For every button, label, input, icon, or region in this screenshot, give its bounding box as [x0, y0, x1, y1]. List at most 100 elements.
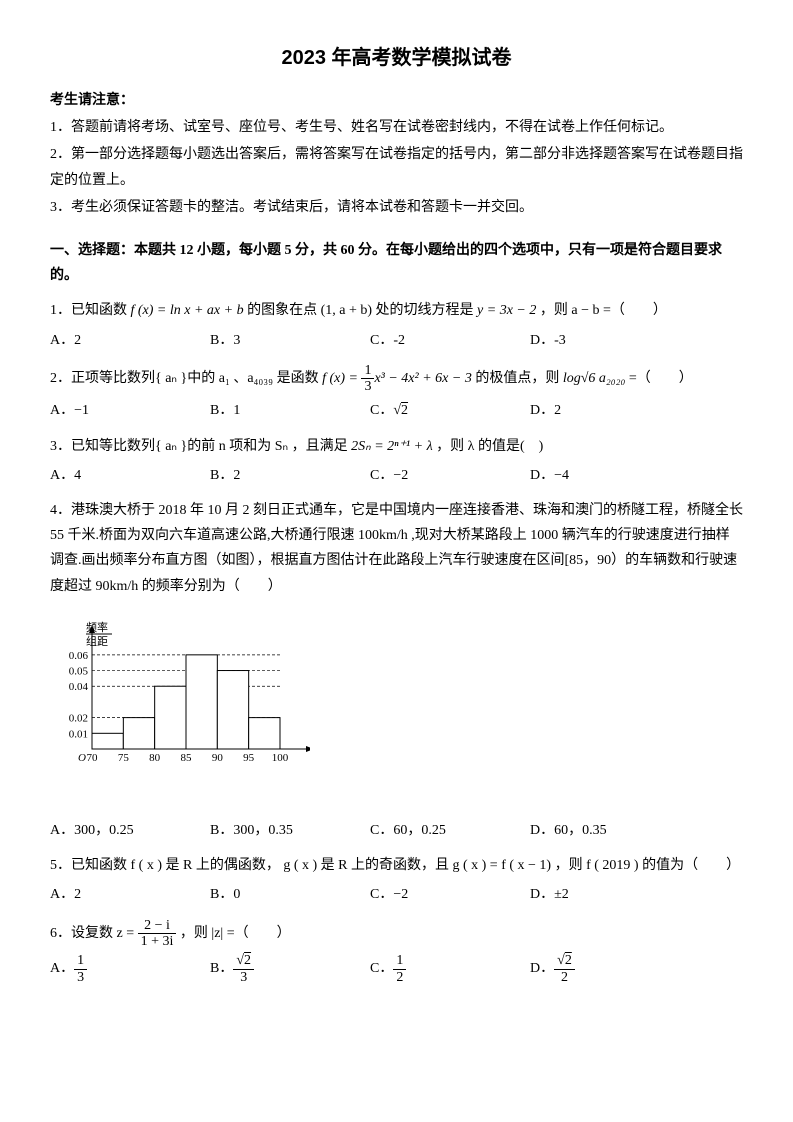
q6-optD-d: 2 [554, 970, 575, 985]
q3-optD[interactable]: D．−4 [530, 463, 690, 488]
q3-optC[interactable]: C．−2 [370, 463, 530, 488]
question-2: 2．正项等比数列{ aₙ }中的 a₁ 、a₄₀₃₉ 是函数 f (x) = 1… [50, 363, 743, 395]
question-6: 6．设复数 z = 2 − i1 + 3i ，则 |z| =（ ） [50, 918, 743, 950]
q5-options: A．2 B．0 C．−2 D．±2 [50, 882, 743, 907]
svg-text:0.05: 0.05 [69, 665, 89, 677]
notice-1: 1．答题前请将考场、试室号、座位号、考生号、姓名写在试卷密封线内，不得在试卷上作… [50, 115, 743, 140]
q3-formula: 2Sₙ = 2ⁿ⁺¹ + λ [351, 439, 433, 454]
q2-options: A．−1 B．1 C．√2 D．2 [50, 398, 743, 423]
section-1-header: 一、选择题：本题共 12 小题，每小题 5 分，共 60 分。在每小题给出的四个… [50, 238, 743, 288]
q2-frac-n: 1 [361, 363, 374, 379]
notice-header: 考生请注意： [50, 88, 743, 113]
svg-text:95: 95 [243, 752, 255, 764]
q1-mid: 的图象在点 [244, 303, 321, 318]
q2-post: =（ ） [625, 371, 692, 386]
q5-optD[interactable]: D．±2 [530, 882, 690, 907]
question-1: 1．已知函数 f (x) = ln x + ax + b 的图象在点 (1, a… [50, 298, 743, 323]
q6-optB[interactable]: B．√23 [210, 953, 370, 985]
svg-text:90: 90 [212, 752, 224, 764]
q2-mid2: 的极值点，则 [472, 371, 563, 386]
svg-text:0.06: 0.06 [69, 650, 89, 662]
notice-3: 3．考生必须保证答题卡的整洁。考试结束后，请将本试卷和答题卡一并交回。 [50, 195, 743, 220]
q1-optD[interactable]: D．-3 [530, 328, 690, 353]
q1-tangent: y = 3x − 2 [477, 303, 536, 318]
q2-optD[interactable]: D．2 [530, 398, 690, 423]
q3-pre: 3．已知等比数列 [50, 439, 155, 454]
q6-optC[interactable]: C．12 [370, 953, 530, 985]
q2-formula-post: x³ − 4x² + 6x − 3 [374, 371, 471, 386]
q1-options: A．2 B．3 C．-2 D．-3 [50, 328, 743, 353]
q3-post: ，则 λ 的值是( ) [433, 439, 544, 454]
svg-text:0.04: 0.04 [69, 681, 89, 693]
svg-text:80: 80 [149, 752, 161, 764]
svg-text:100: 100 [272, 752, 289, 764]
q6-optA[interactable]: A．13 [50, 953, 210, 985]
svg-text:组距: 组距 [86, 634, 108, 648]
histogram-svg: 频率组距 0.01 0.02 0.04 0.05 0.06 70 75 80 85 90 95 100 O… [50, 619, 310, 789]
q6-optB-rn: 2 [244, 953, 251, 968]
q1-text-pre: 1．已知函数 [50, 303, 131, 318]
q2-frac-d: 3 [361, 379, 374, 394]
q5-optC[interactable]: C．−2 [370, 882, 530, 907]
q2-optB[interactable]: B．1 [210, 398, 370, 423]
q4-options: A．300，0.25 B．300，0.35 C．60，0.25 D．60，0.3… [50, 818, 743, 843]
svg-text:70: 70 [87, 752, 99, 764]
q1-mid2: 处的切线方程是 [372, 303, 477, 318]
q3-options: A．4 B．2 C．−2 D．−4 [50, 463, 743, 488]
q2-optC-val: 2 [401, 403, 408, 418]
q2-optC-pre: C． [370, 403, 393, 418]
q2-seq: { aₙ } [155, 371, 187, 386]
q1-optC[interactable]: C．-2 [370, 328, 530, 353]
q6-frac-n: 2 − i [138, 918, 177, 934]
q1-formula: f (x) = ln x + ax + b [131, 303, 244, 318]
q3-mid1: 的前 n 项和为 Sₙ ，且满足 [187, 439, 351, 454]
q6-optC-d: 2 [393, 970, 406, 985]
q2-optC[interactable]: C．√2 [370, 398, 530, 423]
q6-frac: 2 − i1 + 3i [138, 918, 177, 950]
svg-text:75: 75 [118, 752, 130, 764]
q4-optD[interactable]: D．60，0.35 [530, 818, 690, 843]
q4-optC[interactable]: C．60，0.25 [370, 818, 530, 843]
q1-optA[interactable]: A．2 [50, 328, 210, 353]
q3-optA[interactable]: A．4 [50, 463, 210, 488]
q1-point: (1, a + b) [321, 303, 372, 318]
q2-log: log√6 a₂₀₂₀ [563, 371, 626, 386]
q4-optB[interactable]: B．300，0.35 [210, 818, 370, 843]
q6-optA-n: 1 [74, 953, 87, 969]
q2-mid1: 中的 a₁ 、a₄₀₃₉ 是函数 [187, 371, 322, 386]
svg-text:0.01: 0.01 [69, 728, 88, 740]
q5-optB[interactable]: B．0 [210, 882, 370, 907]
notice-2: 2．第一部分选择题每小题选出答案后，需将答案写在试卷指定的括号内，第二部分非选择… [50, 142, 743, 192]
q6-optD-rn: 2 [565, 953, 572, 968]
q6-pre: 6．设复数 z = [50, 926, 138, 941]
q2-formula-pre: f (x) = [322, 371, 361, 386]
q3-seq: { aₙ } [155, 439, 187, 454]
question-4: 4．港珠澳大桥于 2018 年 10 月 2 刻日正式通车，它是中国境内一座连接… [50, 498, 743, 599]
q1-optB[interactable]: B．3 [210, 328, 370, 353]
q6-options: A．13 B．√23 C．12 D．√22 [50, 953, 743, 985]
q6-optC-n: 1 [393, 953, 406, 969]
q6-optA-d: 3 [74, 970, 87, 985]
q6-post: ，则 |z| =（ ） [176, 926, 290, 941]
svg-text:O: O [78, 752, 86, 764]
question-3: 3．已知等比数列{ aₙ }的前 n 项和为 Sₙ ，且满足 2Sₙ = 2ⁿ⁺… [50, 434, 743, 459]
q6-optD-pre: D． [530, 961, 554, 976]
q5-optA[interactable]: A．2 [50, 882, 210, 907]
q2-optA[interactable]: A．−1 [50, 398, 210, 423]
q2-frac: 13 [361, 363, 374, 395]
svg-text:0.02: 0.02 [69, 712, 88, 724]
q2-pre: 2．正项等比数列 [50, 371, 155, 386]
svg-text:频率: 频率 [86, 620, 108, 634]
q6-frac-d: 1 + 3i [138, 934, 177, 949]
q4-optA[interactable]: A．300，0.25 [50, 818, 210, 843]
svg-text:85: 85 [181, 752, 193, 764]
q6-optC-pre: C． [370, 961, 393, 976]
question-5: 5．已知函数 f ( x ) 是 R 上的偶函数， g ( x ) 是 R 上的… [50, 853, 743, 878]
q6-optB-d: 3 [233, 970, 254, 985]
page-title: 2023 年高考数学模拟试卷 [50, 40, 743, 76]
q3-optB[interactable]: B．2 [210, 463, 370, 488]
q6-optD[interactable]: D．√22 [530, 953, 690, 985]
q1-post: ，则 a − b =（ ） [536, 303, 667, 318]
histogram-chart: 频率组距 0.01 0.02 0.04 0.05 0.06 70 75 80 85 90 95 100 O… [50, 619, 743, 798]
q6-optA-pre: A． [50, 961, 74, 976]
